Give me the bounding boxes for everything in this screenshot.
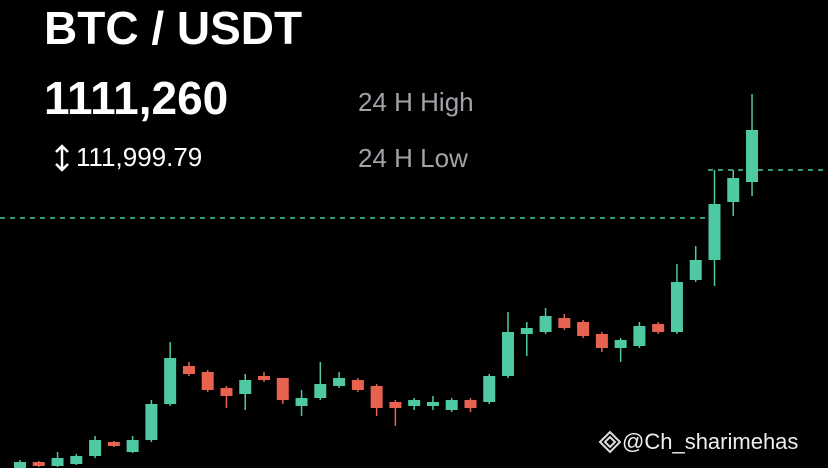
candle-body bbox=[70, 456, 83, 464]
candle-body bbox=[351, 380, 364, 390]
candle-body bbox=[539, 316, 552, 332]
candle-body bbox=[295, 398, 308, 406]
candle-body bbox=[201, 372, 214, 390]
candle-body bbox=[708, 204, 721, 260]
price: 1111,260 bbox=[44, 72, 228, 124]
candle-body bbox=[239, 380, 252, 394]
candle-body bbox=[258, 376, 271, 380]
candle-body bbox=[370, 386, 383, 408]
low-label: 24 H Low bbox=[358, 143, 468, 173]
candle-body bbox=[746, 130, 759, 182]
candle-body bbox=[426, 402, 439, 406]
candle-body bbox=[614, 340, 627, 348]
candle-body bbox=[670, 282, 683, 332]
candle-body bbox=[595, 334, 608, 348]
candle-body bbox=[276, 378, 289, 400]
candle-body bbox=[14, 462, 26, 468]
candle-body bbox=[577, 322, 590, 336]
candle-body bbox=[445, 400, 458, 410]
watermark-icon bbox=[598, 430, 622, 454]
candle-body bbox=[145, 404, 158, 440]
candles bbox=[14, 94, 759, 468]
candle-body bbox=[727, 178, 740, 202]
candle-body bbox=[164, 358, 177, 404]
candle-body bbox=[51, 458, 64, 466]
high-label: 24 H High bbox=[358, 87, 474, 117]
candle-body bbox=[333, 378, 346, 386]
candle-body bbox=[633, 326, 646, 346]
candle-body bbox=[520, 328, 533, 334]
candle-body bbox=[558, 318, 571, 328]
chart-title: BTC / USDT bbox=[44, 2, 302, 54]
candle-body bbox=[483, 376, 496, 402]
candle-body bbox=[89, 440, 102, 456]
candle-body bbox=[408, 400, 421, 406]
candle-body bbox=[652, 324, 665, 332]
candle-body bbox=[389, 402, 402, 408]
watermark: @Ch_sharimehas bbox=[622, 429, 798, 454]
candle-body bbox=[314, 384, 327, 398]
candle-body bbox=[502, 332, 515, 376]
candle-body bbox=[220, 388, 233, 396]
candle-body bbox=[689, 260, 702, 280]
change: 111,999.79 bbox=[76, 142, 202, 172]
candle-body bbox=[126, 440, 139, 452]
candle-body bbox=[107, 442, 120, 446]
candle-body bbox=[464, 400, 477, 408]
candle-body bbox=[32, 462, 45, 466]
candle-body bbox=[182, 366, 195, 374]
change-icon bbox=[55, 144, 69, 172]
